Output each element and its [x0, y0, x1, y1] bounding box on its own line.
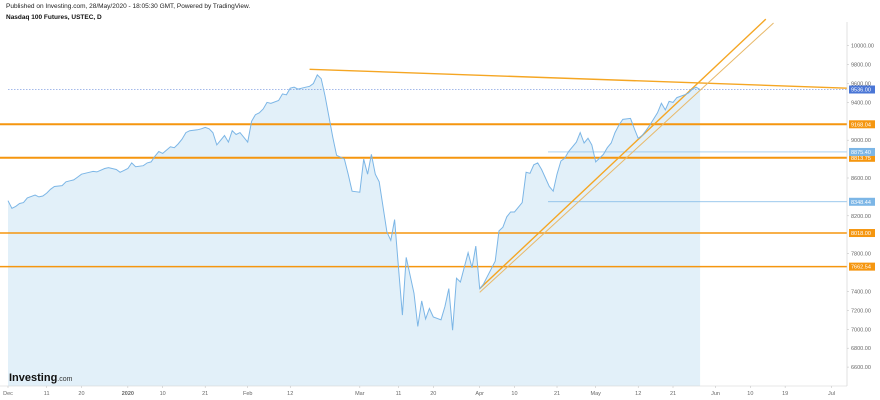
- x-tick-label: Feb: [243, 391, 252, 397]
- level-tag-label: 8875.40: [851, 150, 871, 156]
- x-tick-label: 2020: [122, 391, 134, 397]
- level-tag: [849, 229, 875, 238]
- y-tick-label: 9400.00: [851, 100, 871, 106]
- x-tick-label: 21: [670, 391, 676, 397]
- last-price-tag: [849, 85, 875, 94]
- y-tick-label: 10000.00: [851, 44, 874, 50]
- level-lines-layer: [0, 89, 847, 268]
- investing-logo[interactable]: Investing.com: [9, 372, 73, 384]
- y-tick-label: 7400.00: [851, 289, 871, 295]
- y-tick-label: 9000.00: [851, 138, 871, 144]
- axes-layer: 6600.00 6800.00 7000.00 7200.00 7400.00 7800.…: [0, 22, 874, 397]
- x-tick-label: 20: [78, 391, 84, 397]
- y-tick-label: 8600.00: [851, 176, 871, 182]
- x-tick-label: May: [590, 391, 601, 397]
- level-tag-label: 8813.75: [851, 156, 871, 162]
- x-tick-label: 10: [511, 391, 517, 397]
- y-tick-label: 9600.00: [851, 81, 871, 87]
- level-tag-label: 8018.00: [851, 231, 871, 237]
- last-price-tag-label: 9536.00: [851, 88, 871, 94]
- x-tick-label: 21: [554, 391, 560, 397]
- published-note: Published on Investing.com, 28/May/2020 …: [6, 3, 251, 10]
- price-area: [8, 74, 701, 387]
- level-tag-label: 7662.54: [851, 265, 871, 271]
- y-tick-label: 7800.00: [851, 252, 871, 258]
- x-tick-label: Apr: [475, 391, 484, 397]
- x-tick-label: 12: [635, 391, 641, 397]
- price-line: [7, 74, 701, 331]
- x-tick-label: Jul: [828, 391, 835, 397]
- level-tag: [849, 120, 875, 129]
- chart-title: Nasdaq 100 Futures, USTEC, D: [6, 14, 102, 21]
- x-tick-label: 10: [747, 391, 753, 397]
- x-tick-label: 12: [287, 391, 293, 397]
- x-tick-label: 10: [160, 391, 166, 397]
- x-tick-label: Jun: [711, 391, 720, 397]
- level-tag-label: 8348.44: [851, 200, 871, 206]
- y-tick-label: 7000.00: [851, 327, 871, 333]
- x-tick-label: 11: [44, 391, 50, 397]
- price-tags-layer: 9168.04 8813.75 8018.00 7662.54 8875.40 8348.…: [849, 85, 875, 271]
- level-tag: [849, 147, 875, 156]
- y-tick-label: 9800.00: [851, 63, 871, 69]
- trendline: [309, 68, 848, 89]
- y-tick-label: 6800.00: [851, 346, 871, 352]
- y-tick-label: 7200.00: [851, 308, 871, 314]
- y-tick-label: 6600.00: [851, 365, 871, 371]
- price-line-layer: [7, 74, 701, 331]
- x-tick-label: Mar: [355, 391, 365, 397]
- area-fill-layer: [8, 74, 701, 387]
- level-tag-label: 9168.04: [851, 122, 871, 128]
- trendline: [479, 22, 774, 293]
- trendlines-layer: [309, 18, 848, 293]
- x-tick-label: 20: [430, 391, 436, 397]
- y-tick-label: 8200.00: [851, 214, 871, 220]
- x-tick-label: 21: [202, 391, 208, 397]
- trendline: [479, 18, 767, 290]
- level-tag: [849, 262, 875, 271]
- x-tick-label: 11: [396, 391, 402, 397]
- x-tick-label: 19: [782, 391, 788, 397]
- x-tick-label: Dec: [3, 391, 13, 397]
- level-tag: [849, 197, 875, 206]
- level-tag: [849, 153, 875, 162]
